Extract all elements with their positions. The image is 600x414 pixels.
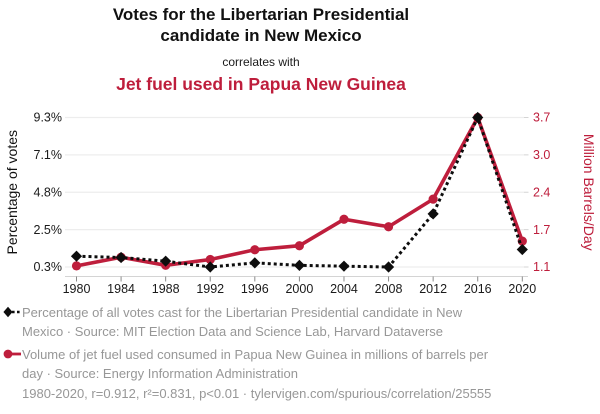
red-circle-solid-icon (3, 349, 21, 359)
right-axis-tick-label: 1.1 (533, 260, 550, 274)
x-axis-tick-label: 1984 (107, 282, 135, 296)
data-point-circle (517, 236, 527, 246)
left-axis-tick-label: 2.5% (34, 223, 63, 237)
legend-item-votes: Percentage of all votes cast for the Lib… (3, 303, 462, 341)
data-point-circle (250, 245, 260, 255)
x-axis-tick-label: 1980 (63, 282, 91, 296)
x-axis-tick-label: 2012 (419, 282, 447, 296)
legend-votes-line1: Percentage of all votes cast for the Lib… (22, 305, 463, 320)
data-point-circle (294, 241, 304, 251)
x-axis-tick-label: 2020 (508, 282, 536, 296)
data-point-circle (71, 261, 82, 271)
legend-jetfuel-line2: day · Source: Energy Information Adminis… (22, 366, 299, 381)
data-point-diamond (338, 260, 350, 272)
right-axis-tick-label: 1.7 (533, 223, 550, 237)
legend-votes-line2: Mexico · Source: MIT Election Data and S… (22, 324, 444, 339)
legend-text-votes: Percentage of all votes cast for the Lib… (22, 303, 462, 341)
data-point-diamond (160, 255, 172, 267)
x-axis-tick-label: 2016 (464, 282, 492, 296)
data-point-diamond (427, 208, 439, 220)
data-point-circle (383, 222, 394, 232)
correlates-with-text: correlates with (222, 55, 300, 69)
plot-generated: 9.3% 3.7 7.1% 3.0 4.8% 2.4 2.5% 1.7 0.3% 1.1 1980 1… (34, 111, 551, 296)
data-point-diamond (115, 251, 127, 264)
x-axis-tick-label: 2000 (285, 282, 313, 296)
data-point-diamond (70, 250, 83, 262)
left-axis-tick-label: 0.3% (34, 260, 63, 274)
x-axis-tick-label: 1988 (152, 282, 180, 296)
x-axis-tick-label: 1996 (241, 282, 269, 296)
right-axis-tick-label: 3.7 (533, 111, 550, 125)
right-axis-tick-label: 3.0 (533, 148, 550, 162)
chart-subtitle: Jet fuel used in Papua New Guinea (116, 74, 406, 94)
right-axis-title: Million Barrels/Day (581, 134, 597, 251)
data-point-diamond (293, 259, 305, 271)
data-point-diamond (382, 261, 395, 273)
data-point-diamond (516, 243, 528, 256)
data-point-diamond (204, 261, 216, 273)
data-point-circle (428, 194, 438, 204)
chart-title-line2: candidate in New Mexico (160, 26, 362, 45)
chart-title-line1: Votes for the Libertarian Presidential (112, 5, 410, 24)
data-point-diamond (249, 257, 261, 269)
x-axis-tick-label: 2004 (330, 282, 358, 296)
data-point-circle (339, 214, 349, 224)
left-axis-tick-label: 9.3% (34, 111, 63, 125)
left-axis-tick-label: 7.1% (34, 148, 63, 162)
right-axis-tick-label: 2.4 (533, 185, 550, 199)
data-point-diamond (472, 111, 484, 124)
data-point-circle (205, 254, 215, 265)
stats-footer: 1980-2020, r=0.912, r²=0.831, p<0.01 · t… (22, 386, 492, 401)
left-axis-tick-label: 4.8% (34, 185, 63, 199)
legend-item-jetfuel: Volume of jet fuel used consumed in Papu… (3, 345, 488, 383)
plot-svg: 9.3% 3.7 7.1% 3.0 4.8% 2.4 2.5% 1.7 0.3% 1.1 1980 1… (4, 111, 597, 296)
chart-header: Votes for the Libertarian Presidential c… (0, 4, 522, 95)
black-diamond-dashed-icon (3, 306, 21, 318)
legend-jetfuel-line1: Volume of jet fuel used consumed in Papu… (22, 347, 489, 362)
left-axis-title: Percentage of votes (4, 130, 20, 255)
x-axis-tick-label: 1992 (196, 282, 224, 296)
legend-text-jetfuel: Volume of jet fuel used consumed in Papu… (22, 345, 488, 383)
x-axis-tick-label: 2008 (375, 282, 403, 296)
